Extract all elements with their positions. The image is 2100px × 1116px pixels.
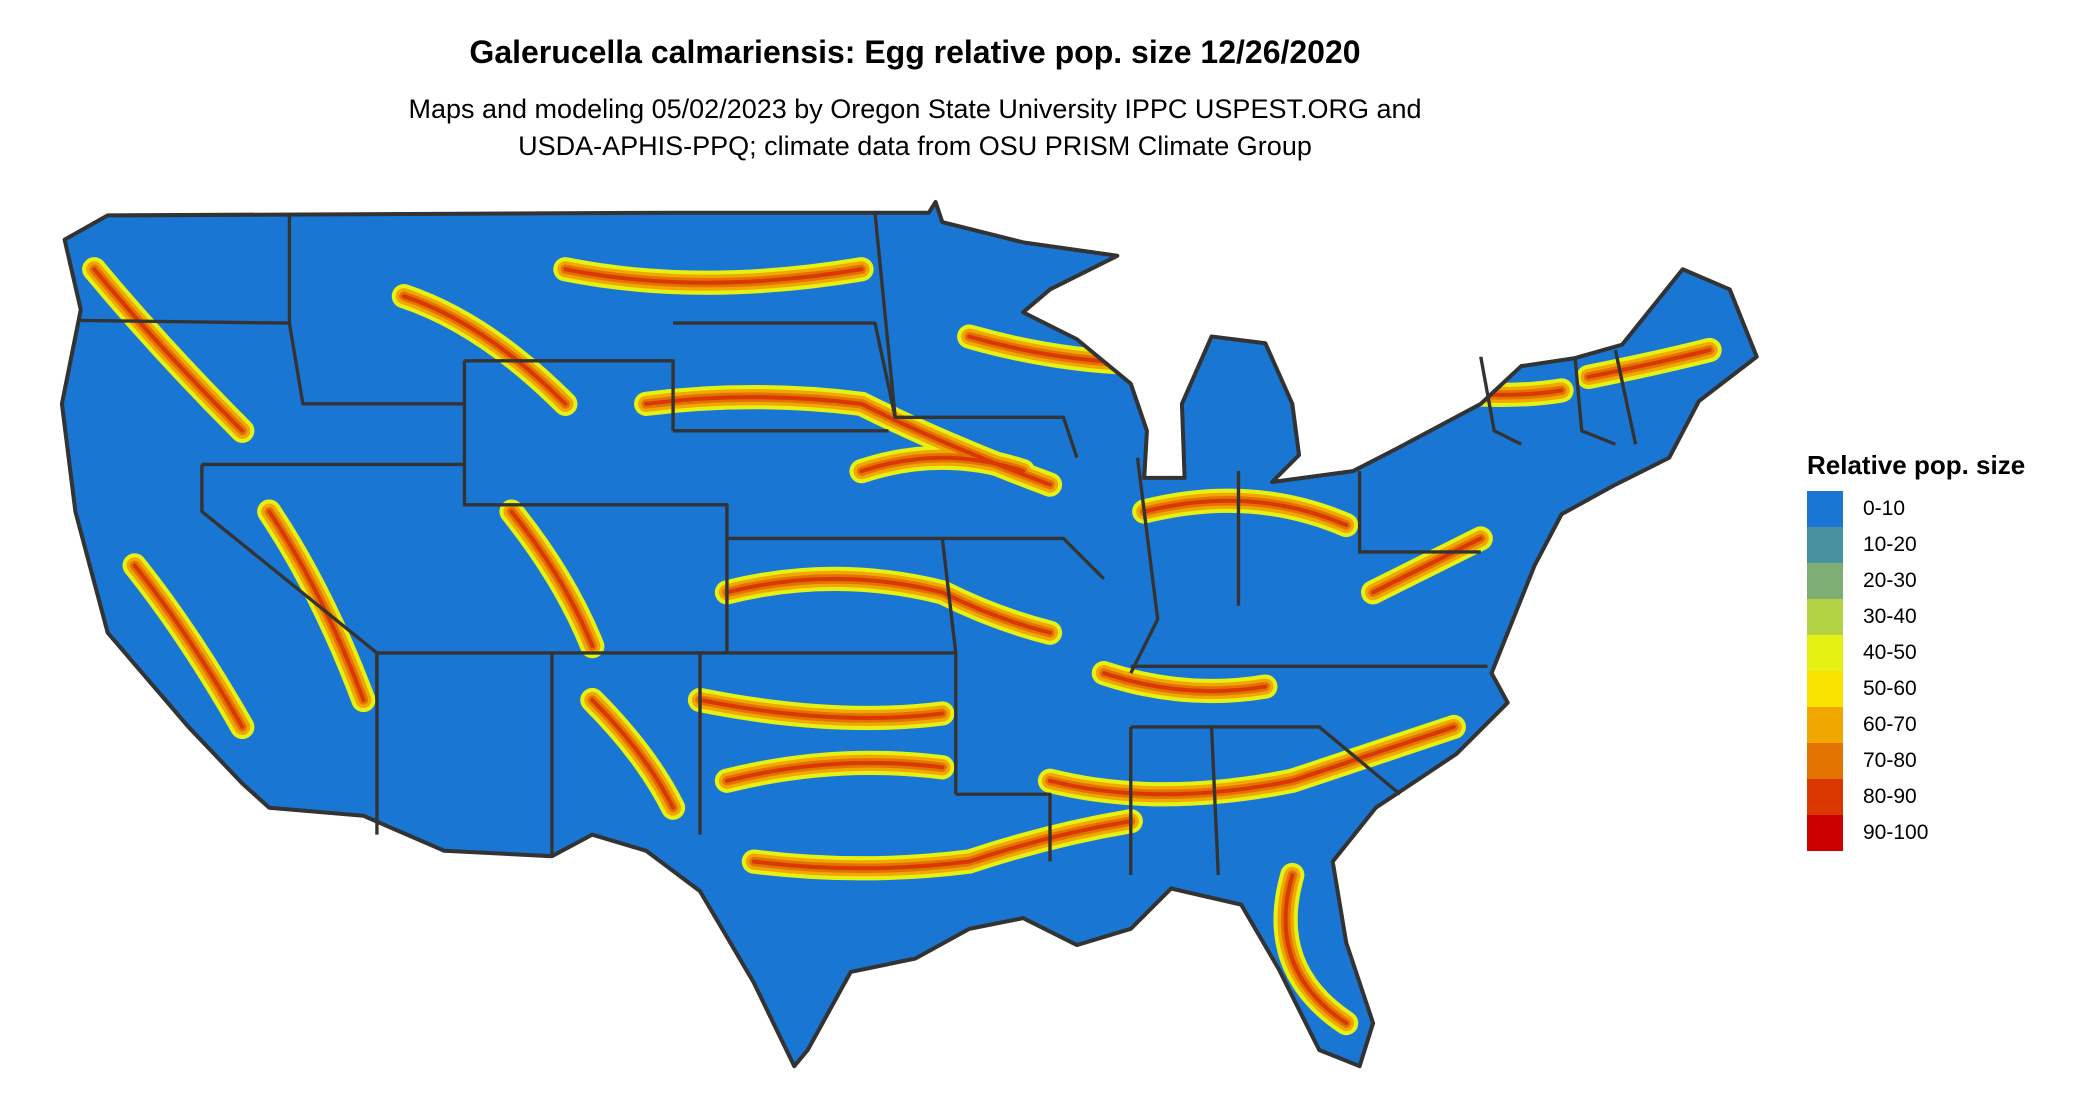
state-boundary — [464, 359, 675, 431]
population-band — [1371, 536, 1483, 595]
legend-swatch — [1807, 635, 1843, 671]
state-boundaries — [80, 212, 1638, 876]
legend-label: 20-30 — [1863, 569, 1917, 592]
population-band — [1047, 724, 1456, 797]
state-boundary — [955, 792, 1052, 862]
state-boundary — [700, 651, 958, 795]
legend-swatch — [1807, 779, 1843, 815]
us-outline-fill — [61, 201, 1757, 1067]
chart-subtitle-line-1: Maps and modeling 05/02/2023 by Oregon S… — [408, 94, 1422, 124]
legend-label: 30-40 — [1863, 605, 1917, 628]
population-band — [1142, 498, 1349, 528]
legend-swatch — [1807, 599, 1843, 635]
population-band — [1586, 348, 1712, 379]
population-band — [859, 455, 1026, 474]
chart-subtitle-line-2: USDA-APHIS-PPQ; climate data from OSU PR… — [518, 131, 1312, 161]
legend-item: 30-40 — [1807, 599, 2025, 635]
legend-item: 20-30 — [1807, 563, 2025, 599]
legend-swatch — [1807, 707, 1843, 743]
state-boundary — [1209, 726, 1220, 876]
population-band — [132, 563, 245, 729]
us-outline-border — [59, 199, 1759, 1069]
legend-label: 10-20 — [1863, 533, 1917, 556]
population-band — [724, 576, 1053, 635]
state-boundary — [1479, 356, 1522, 446]
legend-label: 90-100 — [1863, 821, 1929, 844]
legend-swatch — [1807, 743, 1843, 779]
state-boundary — [287, 212, 465, 406]
population-band — [401, 294, 568, 406]
legend-swatch — [1807, 527, 1843, 563]
legend-label: 80-90 — [1863, 785, 1917, 808]
population-band — [1101, 671, 1268, 694]
state-boundary — [462, 360, 525, 507]
legend: Relative pop. size 0-10 10-20 20-30 30-40 40… — [1807, 450, 2025, 851]
legend-label: 70-80 — [1863, 749, 1917, 772]
legend-item: 80-90 — [1807, 779, 2025, 815]
state-boundary — [873, 212, 1079, 459]
legend-item: 0-10 — [1807, 491, 2025, 527]
state-boundary — [525, 503, 729, 653]
chart-title: Galerucella calmariensis: Egg relative p… — [469, 34, 1361, 70]
legend-swatch — [1807, 491, 1843, 527]
population-band — [92, 267, 245, 433]
state-boundary — [1129, 457, 1160, 674]
legend-label: 60-70 — [1863, 713, 1917, 736]
population-band — [724, 760, 945, 783]
legend-item: 50-60 — [1807, 671, 2025, 707]
population-band — [644, 395, 1053, 487]
state-boundary — [1573, 356, 1617, 446]
state-boundary — [1357, 471, 1481, 554]
legend-item: 10-20 — [1807, 527, 2025, 563]
legend-item: 90-100 — [1807, 815, 2025, 851]
population-band — [509, 509, 595, 649]
legend-item: 40-50 — [1807, 635, 2025, 671]
state-boundary — [1613, 349, 1638, 445]
population-band — [1283, 873, 1349, 1026]
population-band — [267, 509, 366, 703]
state-boundary — [80, 318, 290, 325]
legend-swatch — [1807, 815, 1843, 851]
state-boundary — [1130, 725, 1402, 796]
legend-title: Relative pop. size — [1807, 450, 2026, 480]
legend-label: 40-50 — [1863, 641, 1917, 664]
legend-item: 60-70 — [1807, 707, 2025, 743]
population-band — [590, 698, 676, 810]
legend-swatch — [1807, 671, 1843, 707]
legend-label: 0-10 — [1863, 497, 1906, 520]
state-boundary — [942, 536, 1106, 581]
population-bands — [82, 257, 1722, 1036]
population-band — [697, 698, 945, 720]
legend-label: 50-60 — [1863, 677, 1917, 700]
legend-item: 70-80 — [1807, 743, 2025, 779]
population-band — [563, 267, 864, 285]
state-boundary — [673, 321, 897, 418]
population-band — [751, 819, 1133, 871]
legend-swatch — [1807, 563, 1843, 599]
